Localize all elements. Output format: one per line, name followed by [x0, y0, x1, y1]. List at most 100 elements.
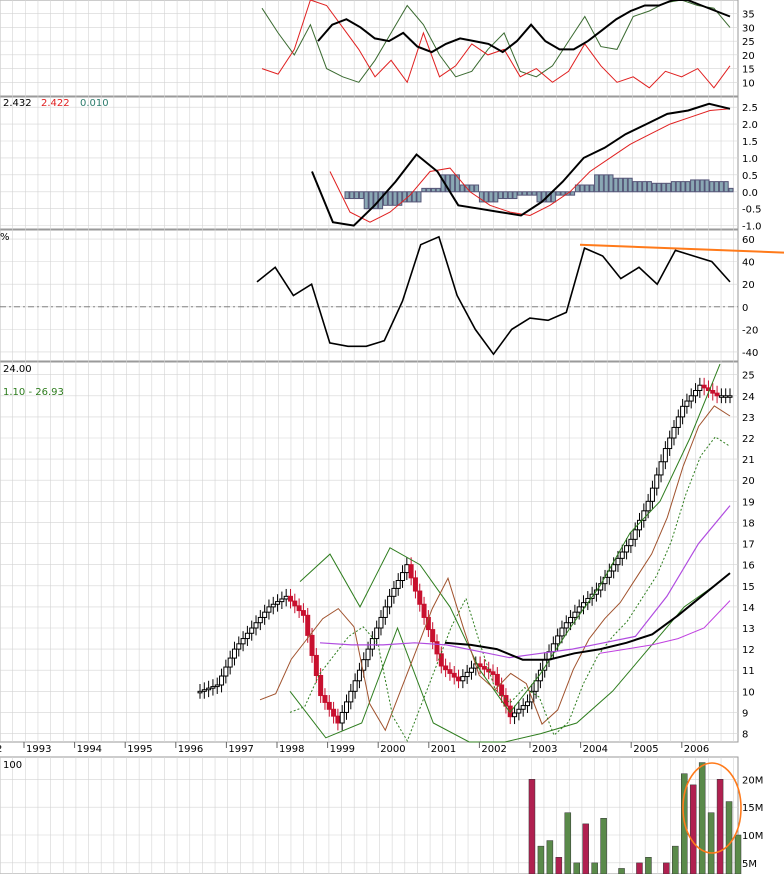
candle-body — [568, 616, 574, 624]
candle-body — [688, 395, 694, 402]
macd-histogram-bar — [488, 191, 494, 203]
candle-body — [309, 634, 315, 656]
candle-body — [727, 395, 733, 398]
volume-bar — [707, 812, 715, 875]
candle-body — [249, 627, 255, 634]
candle-body — [348, 690, 354, 703]
candle-body — [490, 671, 496, 675]
candle-body — [438, 653, 444, 667]
price-y-tick-label: 14 — [742, 603, 755, 614]
macd-histogram-bar — [454, 174, 460, 193]
macd-histogram-bar — [608, 174, 614, 193]
macd-histogram-bar — [570, 191, 576, 196]
price-y-tick-label: 19 — [742, 497, 755, 508]
candle-body — [576, 606, 582, 613]
macd-histogram-bar — [392, 191, 398, 206]
x-axis-year-label: 1994 — [77, 744, 102, 755]
price-last-label: 24.00 — [3, 364, 32, 375]
candle-body — [602, 576, 608, 585]
candle-body — [675, 416, 681, 428]
stochastic-y-tick-label: 15 — [742, 65, 755, 76]
macd-histogram-bar — [363, 191, 369, 210]
macd-histogram-bar — [474, 184, 480, 193]
candle-body — [266, 606, 272, 613]
candle-body — [296, 605, 302, 612]
macd-histogram-bar — [666, 182, 672, 193]
volume-bar — [582, 823, 589, 875]
candle-body — [270, 603, 276, 608]
macd-histogram-bar — [416, 191, 422, 203]
candle-body — [468, 667, 474, 673]
x-axis-year-label: 1998 — [279, 744, 304, 755]
candle-body — [494, 673, 500, 686]
candle-body — [451, 672, 457, 678]
volume-bar — [564, 812, 572, 875]
momentum-y-tick-label: 60 — [742, 235, 755, 246]
volume-bar — [546, 840, 554, 875]
candle-body — [391, 587, 397, 597]
volume-bar — [645, 857, 652, 875]
candle-body — [464, 671, 470, 678]
x-axis-year-label: 2003 — [532, 744, 557, 755]
macd-histogram-bar — [426, 187, 432, 193]
price-y-tick-label: 25 — [742, 371, 755, 382]
macd-histogram-bar — [349, 191, 355, 200]
macd-histogram-bar — [387, 191, 393, 206]
macd-value-label: 2.432 — [3, 98, 32, 109]
x-axis-year-label-partial: 2 — [0, 744, 2, 755]
volume-bar — [698, 762, 706, 875]
x-axis-year-label: 2002 — [481, 744, 506, 755]
macd-signal-line — [329, 108, 731, 223]
candle-body — [335, 715, 341, 724]
candle-body — [374, 627, 380, 640]
candle-body — [417, 590, 423, 605]
price-y-tick-label: 21 — [742, 455, 755, 466]
macd-y-tick-label: 1.5 — [742, 137, 758, 148]
moving-average-black — [444, 572, 731, 661]
candle-body — [322, 695, 328, 703]
candle-body — [365, 648, 371, 661]
candle-body — [275, 601, 281, 605]
price-y-tick-label: 22 — [742, 434, 755, 445]
stochastic-green-line — [261, 0, 731, 83]
x-axis-year-label: 1996 — [178, 744, 203, 755]
macd-histogram-bar — [531, 191, 537, 196]
candle-body — [197, 690, 203, 694]
price-panel-frame — [0, 361, 739, 743]
macd-histogram-bar — [680, 181, 686, 193]
macd-histogram-bar — [579, 184, 585, 193]
candle-body — [680, 405, 686, 418]
candle-body — [533, 680, 539, 692]
candle-body — [684, 400, 690, 407]
macd-histogram-bar — [526, 191, 532, 196]
candle-body — [718, 395, 724, 398]
volume-bar — [663, 862, 670, 875]
macd-y-tick-label: 0.0 — [742, 188, 758, 199]
x-axis-year-label: 1999 — [330, 744, 355, 755]
macd-histogram-bar — [661, 182, 667, 193]
candle-body — [615, 557, 621, 566]
candle-body — [572, 611, 578, 618]
macd-signal-label: 2.422 — [41, 98, 70, 109]
candle-body — [537, 669, 543, 682]
macd-histogram-bar — [651, 182, 657, 193]
stochastic-black-line — [317, 0, 731, 54]
candle-body — [262, 611, 268, 618]
macd-histogram-bar — [690, 179, 696, 193]
candle-body — [443, 665, 449, 671]
macd-histogram-bar — [483, 191, 489, 203]
price-y-tick-label: 12 — [742, 645, 755, 656]
volume-bar — [573, 862, 580, 875]
macd-histogram-bar — [589, 184, 595, 193]
macd-histogram-bar — [694, 179, 700, 193]
candle-body — [387, 595, 393, 608]
momentum-line — [256, 235, 731, 356]
macd-histogram-bar — [411, 191, 417, 203]
candle-body — [331, 708, 337, 717]
macd-histogram-bar — [502, 191, 508, 200]
volume-bar — [725, 801, 733, 875]
candle-body — [701, 384, 707, 389]
price-y-tick-label: 8 — [742, 730, 748, 741]
candle-body — [214, 684, 220, 688]
